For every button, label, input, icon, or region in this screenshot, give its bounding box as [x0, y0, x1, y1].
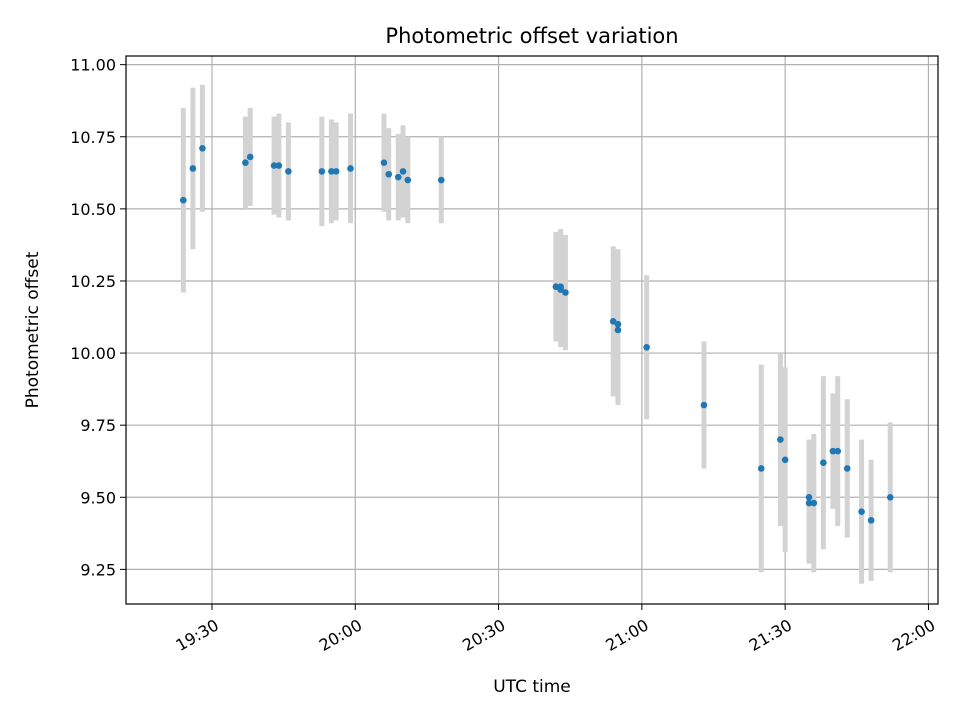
- data-point: [557, 286, 564, 293]
- data-point: [829, 447, 837, 455]
- x-tick-label: 21:30: [746, 615, 795, 655]
- data-point: [820, 459, 827, 466]
- x-tick-label: 22:00: [889, 615, 938, 655]
- x-tick-label: 19:30: [173, 615, 222, 655]
- x-tick-label: 21:00: [602, 615, 651, 655]
- data-point: [189, 165, 197, 172]
- data-point: [246, 153, 254, 161]
- data-point: [347, 165, 354, 172]
- data-point: [858, 508, 865, 516]
- data-point: [805, 493, 813, 501]
- y-tick-label: 10.75: [70, 128, 116, 147]
- data-point: [242, 159, 249, 167]
- data-point: [437, 176, 445, 184]
- data-point: [614, 320, 622, 328]
- chart-title: Photometric offset variation: [385, 24, 678, 48]
- data-point: [757, 465, 765, 472]
- data-point: [285, 168, 292, 175]
- data-point: [777, 436, 784, 443]
- data-point: [275, 162, 283, 169]
- data-point: [270, 162, 278, 169]
- data-point: [614, 326, 622, 334]
- data-point: [385, 170, 393, 178]
- data-point: [380, 159, 388, 167]
- y-tick-label: 9.50: [80, 488, 116, 507]
- data-point: [834, 447, 841, 455]
- plot-frame: [125, 55, 939, 605]
- data-point: [180, 196, 187, 204]
- data-point: [332, 168, 340, 175]
- y-axis-label: Photometric offset: [23, 251, 43, 408]
- data-point: [394, 173, 402, 181]
- y-tick-label: 9.25: [80, 560, 116, 579]
- data-point: [552, 283, 560, 291]
- data-point: [318, 168, 326, 175]
- y-tick-label: 9.75: [80, 416, 116, 435]
- x-tick-label: 20:00: [316, 615, 365, 655]
- x-tick-label: 20:30: [459, 615, 508, 655]
- data-point: [199, 144, 206, 152]
- data-point: [700, 401, 708, 409]
- data-point: [843, 465, 851, 472]
- data-point: [781, 456, 789, 464]
- data-point: [643, 344, 650, 351]
- data-point: [805, 499, 813, 507]
- y-tick-label: 10.25: [70, 272, 116, 291]
- data-point: [562, 289, 569, 296]
- x-axis-label: UTC time: [493, 677, 571, 697]
- data-point: [404, 176, 412, 184]
- data-point: [886, 493, 894, 501]
- y-tick-label: 10.50: [70, 200, 116, 219]
- grid: [126, 56, 938, 604]
- y-tick-label: 10.00: [70, 344, 116, 363]
- data-point: [328, 168, 335, 175]
- data-point: [867, 517, 875, 524]
- data-point: [609, 318, 617, 325]
- data-point: [810, 499, 818, 507]
- data-point: [399, 168, 407, 175]
- error-bars: [180, 84, 893, 584]
- y-tick-label: 11.00: [70, 56, 116, 75]
- data-points: [180, 144, 894, 524]
